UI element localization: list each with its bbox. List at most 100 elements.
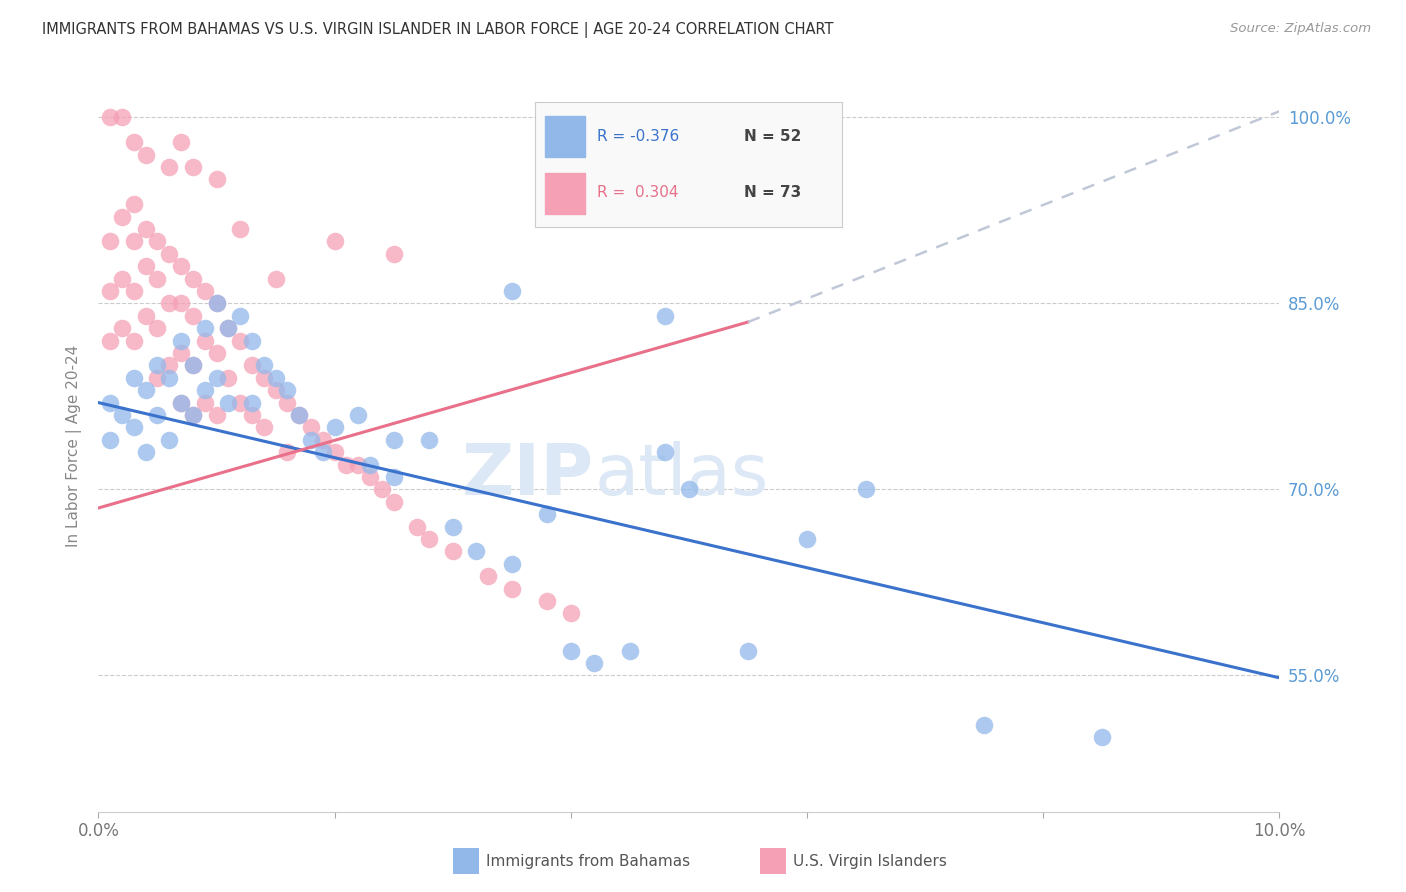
Point [98,395,121,409]
Point [654,445,676,459]
Point [288,408,311,422]
Point [217,321,239,335]
Point [382,495,405,509]
Point [229,309,252,323]
Point [359,470,381,484]
Point [229,222,252,236]
Point [122,235,145,249]
Point [98,334,121,348]
Point [217,395,239,409]
Point [619,643,641,657]
Point [170,135,193,149]
Point [654,309,676,323]
Point [560,643,582,657]
Point [122,334,145,348]
Point [1091,731,1114,745]
Point [194,334,217,348]
Text: Source: ZipAtlas.com: Source: ZipAtlas.com [1230,22,1371,36]
Point [135,383,157,397]
Point [122,371,145,385]
Point [288,408,311,422]
Point [122,197,145,211]
Point [194,383,217,397]
Point [181,309,204,323]
Point [146,271,169,285]
Text: Immigrants from Bahamas: Immigrants from Bahamas [486,854,690,869]
Point [441,544,464,558]
Point [205,408,228,422]
Point [181,160,204,174]
Point [181,359,204,373]
Point [240,408,263,422]
Point [135,309,157,323]
Point [276,395,298,409]
Point [276,383,298,397]
Point [135,259,157,273]
Text: ZIP: ZIP [463,441,595,509]
Point [264,371,287,385]
Point [146,371,169,385]
Point [371,483,394,497]
Point [335,458,357,472]
Point [240,395,263,409]
Point [205,371,228,385]
Point [111,210,134,224]
Point [323,445,346,459]
Point [181,271,204,285]
Point [418,433,440,447]
Text: IMMIGRANTS FROM BAHAMAS VS U.S. VIRGIN ISLANDER IN LABOR FORCE | AGE 20-24 CORRE: IMMIGRANTS FROM BAHAMAS VS U.S. VIRGIN I… [42,22,834,38]
Point [323,420,346,434]
Point [157,247,180,261]
Point [146,359,169,373]
Point [194,395,217,409]
Point [111,408,134,422]
Point [264,383,287,397]
Point [536,594,558,608]
Point [312,433,335,447]
Point [406,519,429,533]
Point [382,433,405,447]
Point [477,569,499,583]
Point [157,371,180,385]
Point [229,395,252,409]
Point [157,296,180,310]
Point [157,160,180,174]
Point [253,359,276,373]
Point [323,235,346,249]
Point [276,445,298,459]
Point [181,359,204,373]
Point [240,359,263,373]
Point [122,420,145,434]
Y-axis label: In Labor Force | Age 20-24: In Labor Force | Age 20-24 [66,345,82,547]
Point [111,321,134,335]
Point [98,111,121,125]
Point [418,532,440,546]
Point [501,284,523,298]
Point [560,607,582,621]
Point [194,284,217,298]
Point [170,346,193,360]
Point [122,135,145,149]
Point [205,296,228,310]
Point [181,408,204,422]
Point [347,458,370,472]
Point [111,111,134,125]
Point [135,147,157,161]
Point [501,582,523,596]
Point [299,420,322,434]
Point [170,296,193,310]
Point [299,433,322,447]
Point [98,433,121,447]
Point [465,544,488,558]
Point [678,483,700,497]
Point [111,271,134,285]
Point [181,408,204,422]
Point [441,519,464,533]
Point [170,259,193,273]
Point [737,643,759,657]
Point [855,483,877,497]
Point [205,346,228,360]
Point [157,433,180,447]
Point [146,408,169,422]
Point [796,532,818,546]
